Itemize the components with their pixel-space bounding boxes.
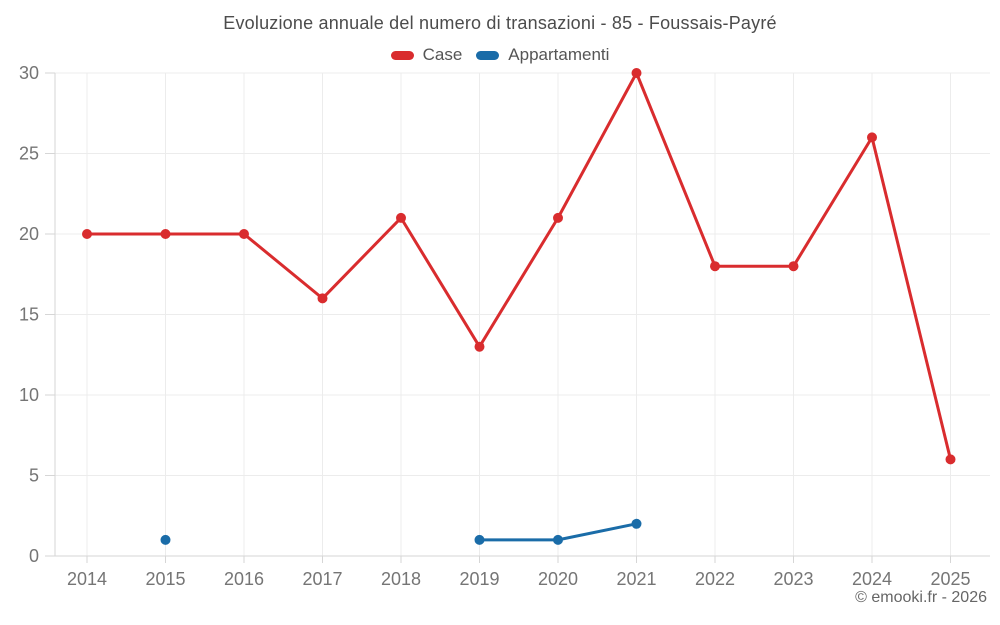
case-data-point (396, 212, 406, 223)
y-tick-label: 5 (29, 466, 39, 486)
case-data-point (867, 132, 877, 143)
case-series-line (85, 71, 952, 461)
y-tick-label: 30 (19, 63, 39, 83)
y-tick-label: 15 (19, 305, 39, 325)
x-tick-label: 2018 (381, 569, 421, 589)
x-tick-label: 2023 (773, 569, 813, 589)
legend-item-case[interactable]: Case (390, 45, 463, 65)
appartamenti-legend-swatch (476, 50, 500, 60)
appartamenti-data-point (474, 534, 485, 545)
case-data-point (160, 229, 171, 239)
case-data-point (239, 229, 249, 239)
x-tick-label: 2017 (302, 569, 342, 589)
x-tick-label: 2016 (224, 569, 264, 589)
case-legend-swatch (390, 50, 414, 60)
x-tick-label: 2020 (538, 569, 578, 589)
case-data-point (945, 454, 956, 465)
case-data-point (317, 293, 328, 304)
case-data-point (82, 229, 92, 239)
y-tick-label: 25 (19, 144, 39, 164)
appartamenti-legend-label: Appartamenti (508, 45, 610, 64)
case-data-point (474, 341, 485, 352)
case-data-point (788, 261, 799, 272)
x-tick-label: 2021 (616, 569, 656, 589)
appartamenti-data-point (553, 534, 563, 545)
case-legend-label: Case (422, 45, 463, 64)
footer-credit: © emooki.fr - 2026 (855, 589, 987, 606)
x-tick-label: 2014 (67, 569, 107, 589)
legend: Case Appartamenti (0, 45, 1000, 65)
legend-item-appartamenti[interactable]: Appartamenti (476, 45, 609, 65)
x-tick-label: 2015 (145, 569, 185, 589)
case-data-point (553, 212, 563, 223)
appartamenti-data-point (160, 534, 171, 545)
case-data-point (631, 68, 642, 78)
appartamenti-data-point (631, 518, 642, 529)
x-tick-label: 2024 (852, 569, 892, 589)
case-data-point (710, 261, 720, 272)
chart-title: Evoluzione annuale del numero di transaz… (223, 13, 777, 33)
y-tick-label: 20 (19, 224, 39, 244)
x-tick-label: 2019 (459, 569, 499, 589)
x-tick-label: 2022 (695, 569, 735, 589)
y-tick-label: 0 (29, 546, 39, 566)
y-tick-label: 10 (19, 385, 39, 405)
x-tick-label: 2025 (930, 569, 970, 589)
